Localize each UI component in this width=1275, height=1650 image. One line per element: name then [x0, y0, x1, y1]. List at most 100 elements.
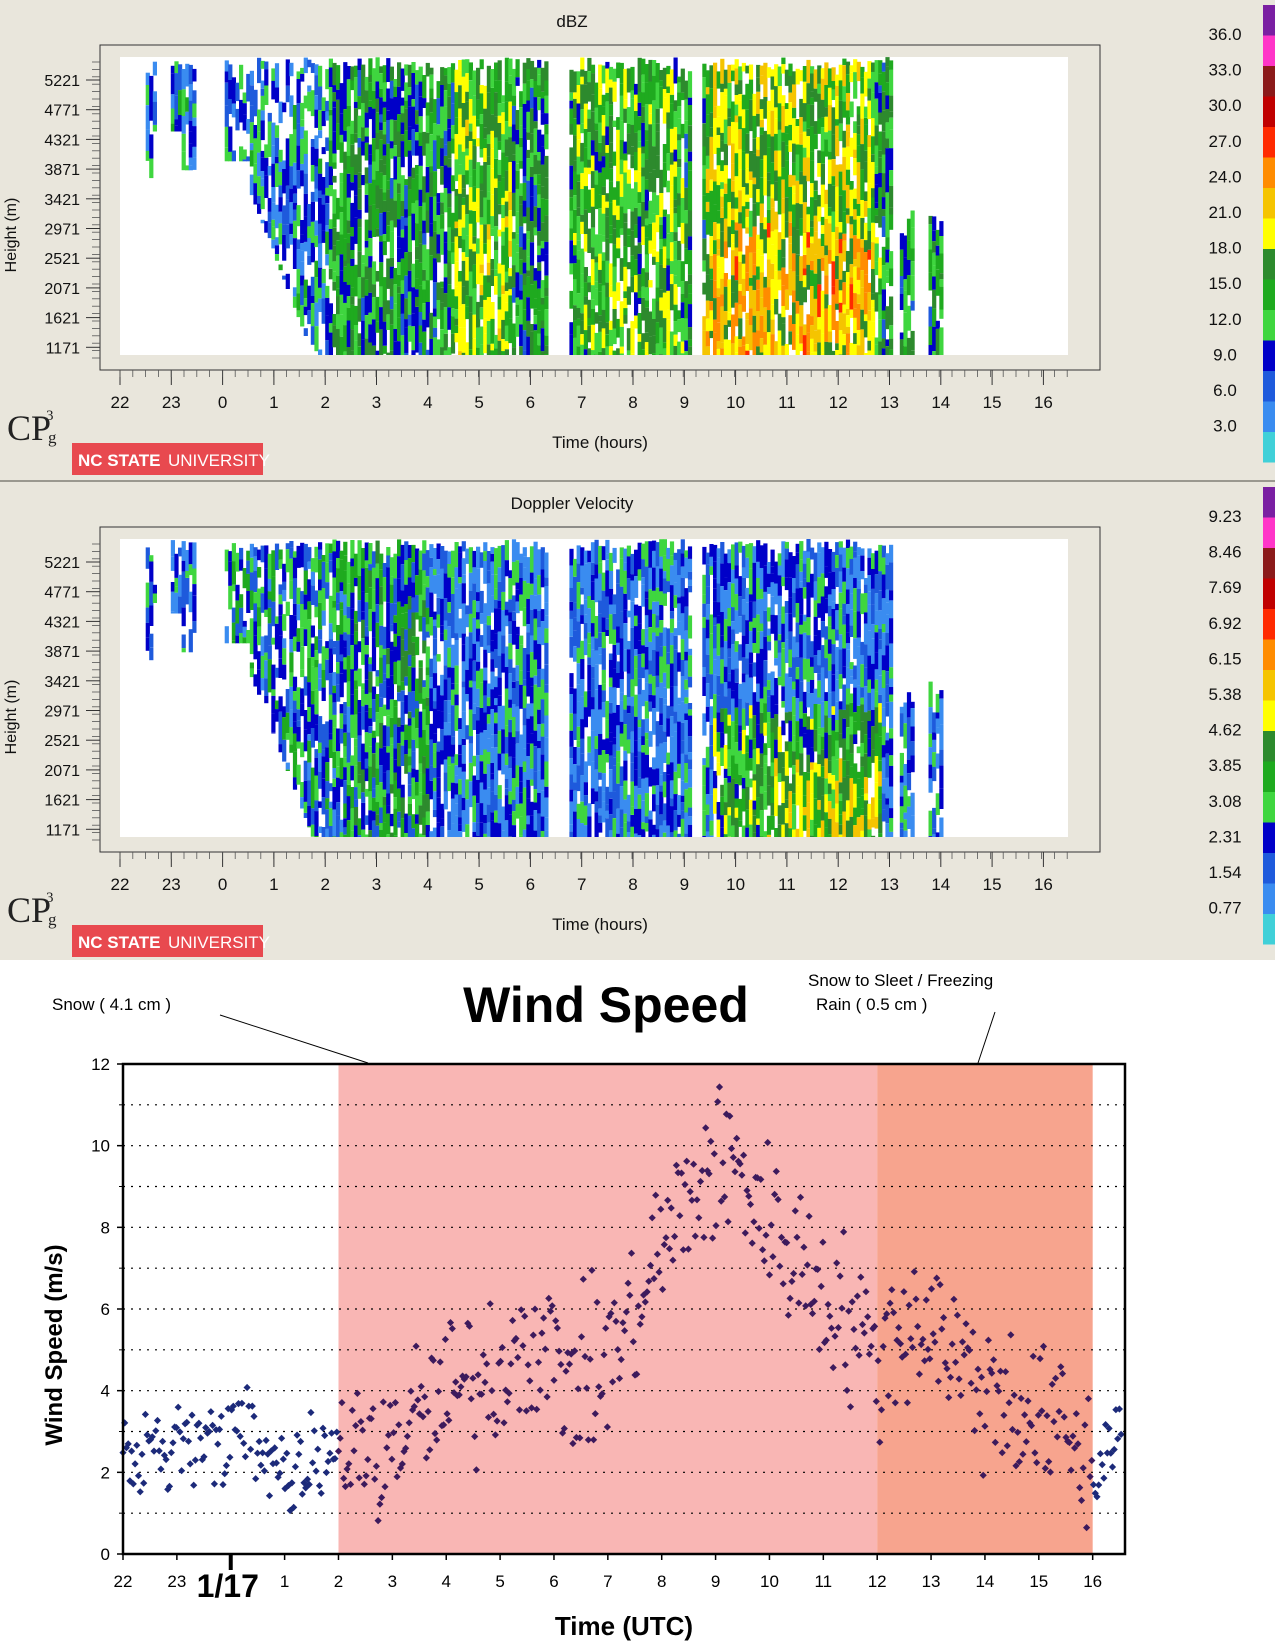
- echo-cell: [411, 667, 416, 692]
- echo-cell: [777, 103, 782, 122]
- echo-cell: [364, 295, 369, 315]
- echo-cell: [497, 601, 502, 609]
- echo-cell: [504, 725, 509, 737]
- echo-cell: [501, 177, 506, 198]
- echo-cell: [673, 595, 678, 608]
- echo-cell: [468, 687, 473, 710]
- echo-cell: [415, 328, 420, 353]
- echo-cell: [824, 116, 829, 133]
- echo-cell: [608, 552, 614, 571]
- echo-cell: [537, 67, 542, 75]
- echo-cell: [415, 636, 420, 656]
- echo-cell: [662, 89, 667, 98]
- echo-cell: [314, 557, 319, 573]
- echo-cell: [515, 163, 520, 171]
- echo-cell: [307, 740, 312, 763]
- echo-cell: [511, 105, 517, 125]
- colorbar-segment: [1263, 157, 1275, 188]
- echo-cell: [519, 299, 524, 325]
- echo-cell: [361, 88, 366, 103]
- echo-cell: [540, 790, 545, 817]
- echo-cell: [637, 835, 642, 837]
- echo-cell: [486, 321, 491, 345]
- echo-cell: [432, 569, 438, 576]
- echo-cell: [454, 783, 459, 795]
- echo-cell: [605, 719, 610, 739]
- echo-cell: [644, 541, 649, 567]
- echo-cell: [443, 791, 448, 810]
- echo-cell: [623, 799, 628, 814]
- echo-cell: [450, 689, 456, 706]
- echo-cell: [849, 342, 854, 355]
- echo-cell: [792, 227, 797, 254]
- echo-cell: [587, 803, 592, 817]
- echo-cell: [325, 254, 330, 266]
- echo-cell: [662, 342, 667, 349]
- colorbar-segment: [1263, 35, 1275, 66]
- echo-cell: [382, 200, 387, 212]
- echo-cell: [544, 586, 549, 603]
- echo-cell: [443, 180, 448, 188]
- echo-cell: [648, 200, 653, 224]
- echo-cell: [580, 719, 585, 739]
- echo-cell: [662, 268, 667, 293]
- echo-cell: [533, 789, 538, 803]
- echo-cell: [680, 722, 685, 740]
- echo-cell: [540, 736, 545, 755]
- echo-cell: [777, 129, 782, 151]
- echo-cell: [810, 97, 815, 105]
- echo-cell: [594, 170, 599, 185]
- echo-cell: [580, 801, 585, 824]
- echo-cell: [652, 676, 657, 696]
- echo-cell: [332, 189, 337, 214]
- echo-cell: [727, 279, 732, 304]
- echo-cell: [684, 133, 689, 149]
- echo-cell: [479, 761, 484, 783]
- echo-cell: [569, 108, 574, 124]
- echo-cell: [382, 345, 387, 354]
- echo-cell: [788, 269, 793, 296]
- echo-cell: [278, 658, 283, 678]
- echo-cell: [188, 166, 193, 171]
- echo-cell: [856, 186, 861, 204]
- echo-cell: [731, 292, 736, 308]
- echo-cell: [738, 346, 743, 355]
- echo-cell: [720, 747, 725, 766]
- echo-cell: [393, 553, 398, 579]
- y-tick-label: 1621: [44, 311, 80, 328]
- echo-cell: [713, 648, 718, 660]
- echo-cell: [497, 655, 502, 678]
- echo-cell: [537, 741, 542, 749]
- echo-cell: [501, 245, 506, 265]
- echo-cell: [472, 314, 477, 339]
- echo-cell: [752, 115, 757, 139]
- echo-cell: [533, 81, 538, 98]
- echo-cell: [450, 316, 456, 334]
- echo-cell: [573, 646, 578, 662]
- echo-cell: [544, 275, 549, 288]
- echo-cell: [371, 820, 377, 837]
- echo-cell: [429, 658, 434, 678]
- echo-cell: [375, 825, 380, 837]
- echo-cell: [242, 626, 247, 638]
- echo-cell: [432, 258, 438, 283]
- echo-cell: [343, 827, 348, 835]
- echo-cell: [432, 282, 438, 309]
- echo-cell: [497, 798, 502, 824]
- echo-cell: [353, 133, 359, 143]
- echo-cell: [296, 310, 301, 318]
- echo-cell: [353, 65, 359, 78]
- echo-cell: [486, 143, 491, 157]
- echo-cell: [400, 97, 405, 106]
- echo-cell: [810, 338, 815, 353]
- echo-cell: [612, 668, 617, 688]
- echo-cell: [278, 149, 283, 162]
- echo-cell: [411, 739, 416, 752]
- echo-cell: [415, 174, 420, 201]
- echo-cell: [181, 69, 186, 90]
- echo-cell: [856, 345, 861, 355]
- echo-cell: [522, 772, 527, 788]
- echo-cell: [393, 615, 398, 623]
- echo-cell: [300, 797, 305, 809]
- echo-cell: [616, 205, 621, 220]
